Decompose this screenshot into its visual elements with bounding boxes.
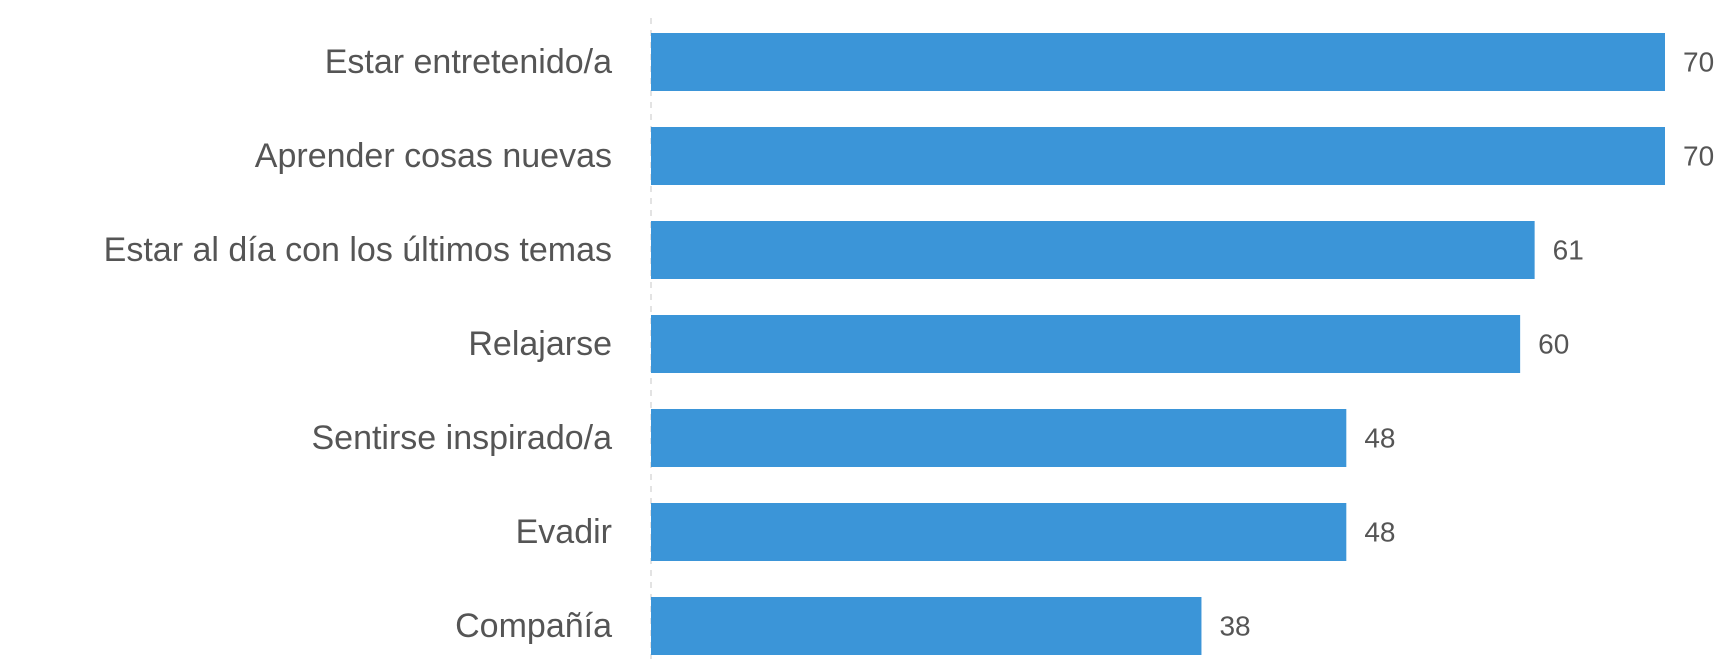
bar-2 — [651, 221, 1535, 279]
category-label-2: Estar al día con los últimos temas — [104, 231, 612, 269]
value-label-5: 48 — [1364, 517, 1395, 548]
value-label-0: 70 — [1683, 47, 1714, 78]
bars-group — [651, 33, 1665, 655]
bar-6 — [651, 597, 1202, 655]
category-label-3: Relajarse — [468, 325, 612, 363]
bar-3 — [651, 315, 1521, 373]
value-label-6: 38 — [1219, 611, 1250, 642]
bar-0 — [651, 33, 1665, 91]
value-labels: 70 70 61 60 48 48 38 — [1219, 47, 1714, 642]
value-label-3: 60 — [1538, 329, 1569, 360]
category-label-0: Estar entretenido/a — [325, 43, 612, 81]
bar-1 — [651, 127, 1665, 185]
value-label-2: 61 — [1553, 235, 1584, 266]
category-label-5: Evadir — [516, 513, 612, 551]
category-label-4: Sentirse inspirado/a — [311, 419, 612, 457]
value-label-1: 70 — [1683, 141, 1714, 172]
bar-5 — [651, 503, 1347, 561]
category-label-6: Compañía — [455, 607, 612, 645]
category-label-1: Aprender cosas nuevas — [255, 137, 612, 175]
value-label-4: 48 — [1364, 423, 1395, 454]
category-labels: Estar entretenido/a Aprender cosas nuevas… — [104, 43, 612, 645]
bar-4 — [651, 409, 1347, 467]
